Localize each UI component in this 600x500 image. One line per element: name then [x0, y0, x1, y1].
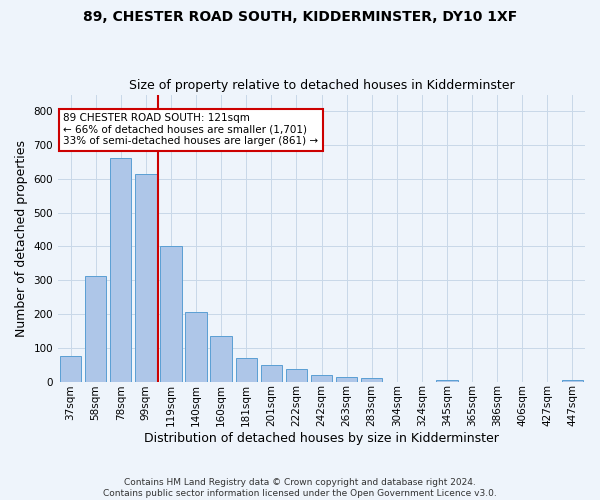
- Title: Size of property relative to detached houses in Kidderminster: Size of property relative to detached ho…: [129, 79, 514, 92]
- Bar: [185, 312, 207, 382]
- Text: Contains HM Land Registry data © Crown copyright and database right 2024.
Contai: Contains HM Land Registry data © Crown c…: [103, 478, 497, 498]
- Bar: [60, 356, 81, 382]
- Bar: [260, 366, 282, 382]
- Text: 89, CHESTER ROAD SOUTH, KIDDERMINSTER, DY10 1XF: 89, CHESTER ROAD SOUTH, KIDDERMINSTER, D…: [83, 10, 517, 24]
- Bar: [85, 276, 106, 382]
- Bar: [211, 336, 232, 382]
- Bar: [110, 158, 131, 382]
- Y-axis label: Number of detached properties: Number of detached properties: [15, 140, 28, 336]
- Bar: [562, 380, 583, 382]
- Bar: [336, 378, 357, 382]
- Bar: [160, 246, 182, 382]
- Bar: [311, 375, 332, 382]
- Bar: [436, 380, 458, 382]
- Bar: [361, 378, 382, 382]
- Text: 89 CHESTER ROAD SOUTH: 121sqm
← 66% of detached houses are smaller (1,701)
33% o: 89 CHESTER ROAD SOUTH: 121sqm ← 66% of d…: [64, 113, 319, 146]
- X-axis label: Distribution of detached houses by size in Kidderminster: Distribution of detached houses by size …: [144, 432, 499, 445]
- Bar: [236, 358, 257, 382]
- Bar: [135, 174, 157, 382]
- Bar: [286, 368, 307, 382]
